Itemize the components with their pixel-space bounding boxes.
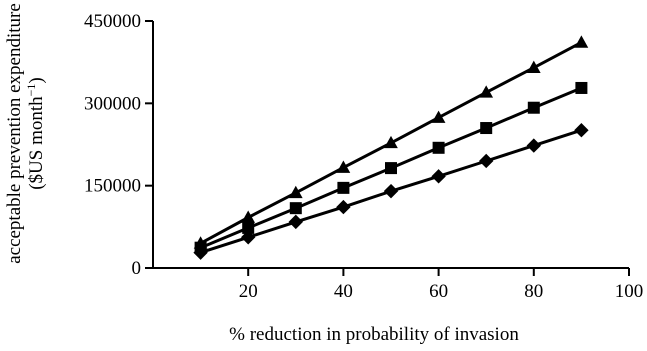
series-diamond — [193, 123, 589, 260]
series-square — [194, 81, 588, 254]
x-tick-label: 40 — [334, 281, 353, 302]
data-point-triangle — [526, 60, 541, 73]
y-tick-label: 0 — [132, 258, 142, 279]
x-tick-label: 60 — [429, 281, 448, 302]
data-point-triangle — [431, 110, 446, 123]
x-axis-title: % reduction in probability of invasion — [229, 324, 519, 345]
data-point-triangle — [384, 135, 398, 149]
data-point-diamond — [431, 169, 446, 184]
data-point-triangle — [336, 160, 351, 173]
y-axis-title-line2: ($US month−1) — [24, 77, 47, 190]
x-tick-label: 20 — [239, 281, 258, 302]
data-point-square — [289, 202, 302, 215]
data-point-diamond — [478, 153, 494, 169]
data-point-square — [480, 122, 493, 135]
data-point-square — [575, 81, 588, 94]
y-tick-label: 150000 — [84, 176, 141, 197]
data-point-diamond — [383, 183, 399, 199]
y-ticks: 0 150000 300000 450000 — [84, 11, 153, 279]
y-axis-unit-prefix: ($US month — [26, 96, 47, 190]
x-tick-label: 80 — [524, 281, 543, 302]
data-point-triangle — [479, 85, 494, 98]
y-axis-unit-suffix: ) — [26, 77, 47, 83]
series-layer — [193, 35, 589, 260]
axes — [152, 21, 629, 269]
y-tick-label: 450000 — [84, 11, 141, 32]
data-point-square — [385, 162, 397, 175]
data-point-diamond — [193, 245, 208, 260]
data-point-diamond — [288, 214, 304, 230]
data-point-triangle — [574, 35, 589, 48]
series-triangle — [193, 35, 589, 249]
data-point-diamond — [526, 138, 542, 153]
data-point-square — [432, 141, 445, 154]
y-axis-unit-superscript: −1 — [24, 84, 38, 97]
y-axis-title: acceptable prevention expenditure ($US m… — [4, 3, 47, 264]
data-point-diamond — [574, 123, 589, 138]
x-ticks: 20 40 60 80 100 — [239, 268, 644, 302]
data-point-triangle — [288, 185, 303, 199]
x-tick-label: 100 — [615, 281, 644, 302]
y-tick-label: 300000 — [84, 93, 141, 114]
data-point-square — [337, 181, 350, 194]
y-axis-title-line1: acceptable prevention expenditure — [4, 3, 25, 264]
data-point-diamond — [336, 199, 351, 215]
data-point-square — [527, 101, 540, 114]
data-point-diamond — [240, 230, 256, 245]
